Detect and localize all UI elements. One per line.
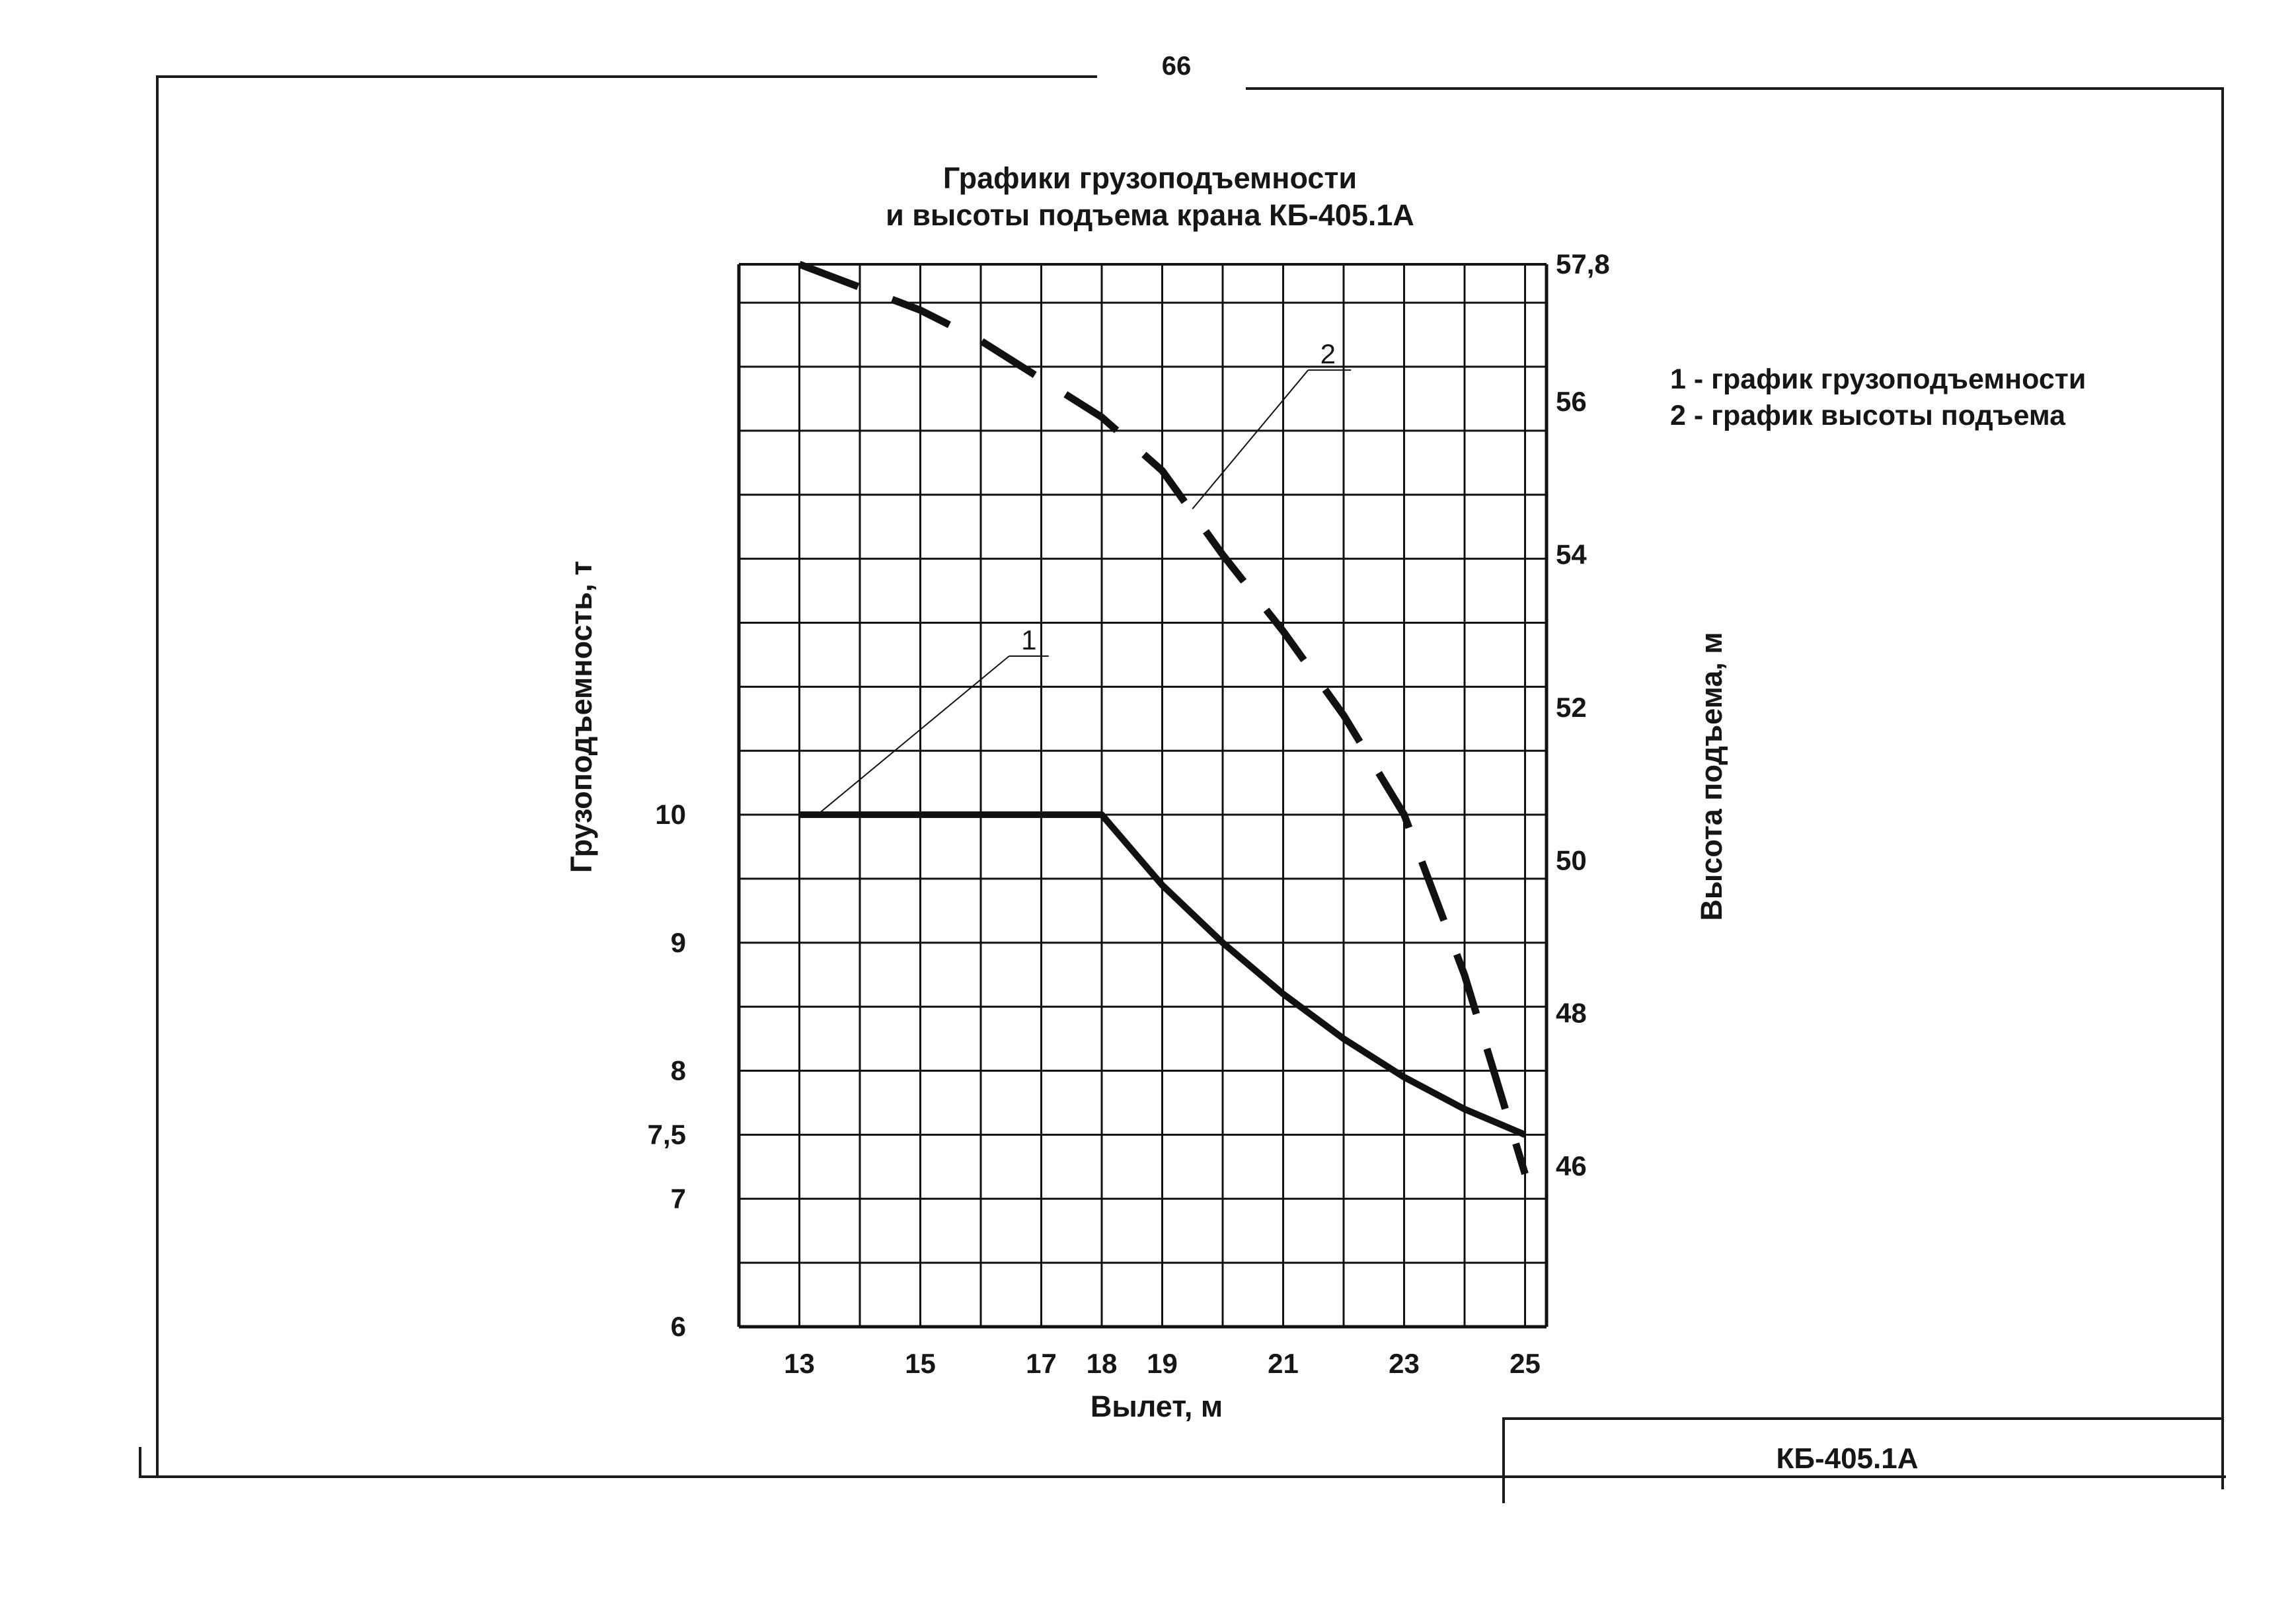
stamp-text: КБ-405.1А (1776, 1442, 1919, 1475)
grid (737, 263, 1549, 1329)
stamp-box-left (1502, 1417, 1505, 1503)
legend-item-2: 2 - график высоты подъема (1670, 400, 2065, 431)
x-tick-label: 19 (1147, 1348, 1178, 1379)
x-tick-label: 23 (1389, 1348, 1420, 1379)
x-tick-label: 25 (1510, 1348, 1541, 1379)
y-right-tick-label: 50 (1556, 844, 1587, 875)
y-right-tick-label: 52 (1556, 692, 1587, 723)
callout-leader-2 (1192, 369, 1309, 509)
y-left-tick-label: 9 (671, 927, 686, 958)
series (798, 260, 1529, 1175)
y-left-tick-label: 10 (655, 799, 686, 830)
chart-title-line-2: и высоты подъема крана КБ-405.1А (886, 198, 1414, 232)
stamp-box-top (1504, 1417, 2224, 1420)
annotations: 12 (817, 338, 1352, 815)
y-right-tick-label: 46 (1556, 1150, 1587, 1181)
series-line-1 (799, 811, 1527, 1138)
x-tick-label: 21 (1268, 1348, 1299, 1379)
frame-top-left-line (159, 75, 1097, 78)
y-right-tick-label: 56 (1556, 386, 1587, 417)
y-right-tick-label: 54 (1556, 539, 1587, 570)
y-right-tick-label: 48 (1556, 998, 1587, 1029)
legend-item-1: 1 - график грузоподъемности (1670, 363, 2086, 395)
tick-labels: 13 15 17 18 19 21 23 25677,5891046485052545657,… (648, 248, 1610, 1379)
callout-label-2: 2 (1320, 338, 1336, 369)
chart-title-line-1: Графики грузоподъемности (942, 161, 1358, 195)
y-left-tick-label: 7,5 (648, 1119, 686, 1150)
callout-label-1: 1 (1021, 624, 1036, 655)
frame-bottom-line (139, 1475, 2226, 1478)
y-left-tick-label: 6 (671, 1311, 686, 1342)
frame-left-line (156, 75, 159, 1476)
y-left-tick-label: 7 (671, 1183, 686, 1214)
y-right-tick-label: 57,8 (1556, 248, 1610, 279)
frame-right-line (2221, 87, 2224, 1489)
x-tick-label: 15 (905, 1348, 936, 1379)
x-tick-label: 13 (784, 1348, 815, 1379)
x-tick-label: 17 (1026, 1348, 1057, 1379)
page-number: 66 (1161, 52, 1192, 81)
frame-top-right-line (1246, 87, 2224, 90)
x-axis-label: Вылет, м (1090, 1390, 1223, 1423)
callout-leader-1 (817, 655, 1010, 815)
y-left-tick-label: 8 (671, 1055, 686, 1086)
x-tick-label: 18 (1087, 1348, 1118, 1379)
series-line-2 (798, 260, 1529, 1175)
frame-bottom-left-drop (139, 1447, 141, 1477)
